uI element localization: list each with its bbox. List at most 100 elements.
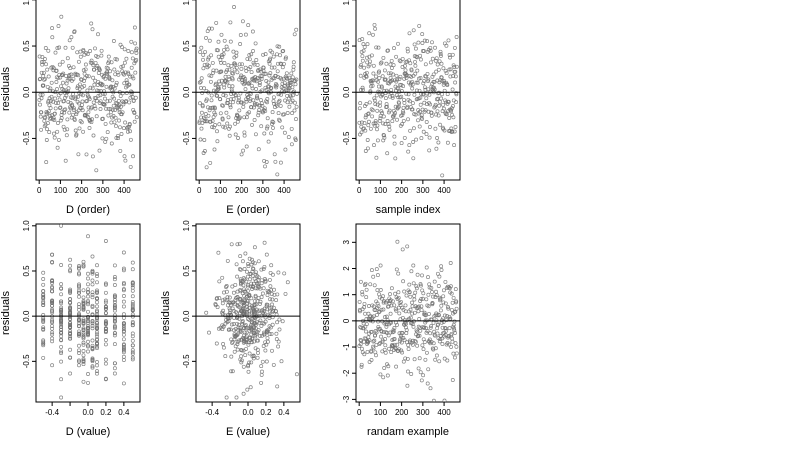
data-point — [129, 50, 134, 55]
data-point — [87, 126, 92, 130]
data-point — [86, 309, 90, 314]
data-point — [238, 42, 243, 46]
data-point — [104, 106, 108, 111]
data-point — [403, 303, 408, 308]
data-point — [245, 288, 250, 293]
data-point — [448, 316, 453, 321]
data-point — [86, 321, 90, 326]
data-point — [112, 295, 117, 300]
data-point — [383, 77, 388, 82]
data-point — [103, 357, 108, 362]
data-point — [121, 344, 126, 349]
data-point — [257, 81, 262, 85]
data-point — [379, 329, 384, 334]
data-point — [436, 322, 441, 327]
data-point — [437, 359, 442, 364]
data-point — [79, 120, 84, 125]
data-point — [373, 121, 378, 126]
data-point — [81, 359, 86, 364]
data-point — [394, 364, 399, 369]
data-point — [420, 32, 425, 37]
x-axis-title: E (order) — [226, 204, 269, 216]
data-point — [420, 343, 425, 348]
data-point — [444, 328, 449, 333]
data-point — [281, 86, 286, 91]
y-tick-label: 1.0 — [342, 0, 351, 5]
data-point — [255, 309, 260, 314]
data-point — [235, 274, 240, 279]
data-point — [371, 63, 376, 68]
data-point — [396, 295, 401, 300]
data-point — [86, 290, 90, 295]
data-point — [271, 125, 275, 130]
data-point — [294, 117, 298, 122]
data-point — [95, 363, 99, 368]
data-point — [435, 331, 440, 336]
data-point — [132, 25, 137, 30]
data-point — [50, 363, 55, 368]
data-point — [59, 322, 64, 327]
data-point — [285, 76, 290, 81]
data-point — [408, 307, 413, 312]
data-point — [258, 98, 263, 103]
data-point — [228, 124, 232, 129]
data-point — [289, 80, 294, 85]
data-point — [227, 84, 232, 89]
data-point — [377, 118, 382, 123]
data-point — [221, 324, 226, 329]
data-point — [364, 287, 369, 292]
data-point — [370, 319, 375, 324]
data-point — [256, 147, 261, 152]
y-axis-title: residuals — [160, 66, 172, 111]
data-point — [130, 312, 135, 317]
data-point — [275, 44, 280, 49]
data-point — [413, 71, 418, 76]
x-tick-label: 0.0 — [82, 408, 94, 417]
data-point — [228, 327, 233, 332]
data-point — [264, 302, 269, 307]
data-point — [41, 325, 46, 330]
data-point — [434, 353, 439, 358]
data-point — [239, 358, 244, 363]
data-point — [57, 97, 62, 102]
data-point — [364, 113, 369, 118]
data-point — [245, 305, 249, 310]
data-point — [84, 152, 89, 157]
data-point — [229, 63, 234, 68]
data-point — [372, 143, 376, 148]
data-point — [86, 110, 91, 115]
x-tick-label: 400 — [437, 186, 451, 195]
data-point — [130, 74, 135, 79]
data-point — [130, 355, 135, 360]
data-point — [438, 122, 442, 127]
data-point — [90, 364, 95, 369]
data-point — [409, 68, 414, 73]
data-point — [92, 104, 97, 109]
data-point — [248, 277, 252, 282]
data-point — [241, 348, 246, 353]
data-point — [81, 336, 86, 341]
data-point — [379, 60, 384, 65]
data-point — [221, 124, 226, 129]
data-point — [121, 126, 126, 131]
data-point — [234, 262, 239, 267]
data-point — [38, 76, 43, 81]
data-point — [90, 295, 95, 300]
data-point — [435, 136, 440, 140]
data-point — [264, 252, 269, 257]
data-point — [69, 35, 74, 40]
data-point — [274, 85, 279, 90]
data-point — [127, 100, 132, 105]
data-point — [266, 139, 271, 144]
data-point — [95, 360, 99, 364]
data-point — [41, 302, 46, 307]
data-point — [375, 273, 380, 278]
data-point — [383, 96, 388, 101]
data-point — [441, 106, 446, 111]
data-point — [120, 110, 125, 115]
data-point — [234, 50, 239, 55]
data-point — [108, 110, 113, 115]
data-point — [119, 132, 124, 136]
data-point — [359, 49, 364, 54]
